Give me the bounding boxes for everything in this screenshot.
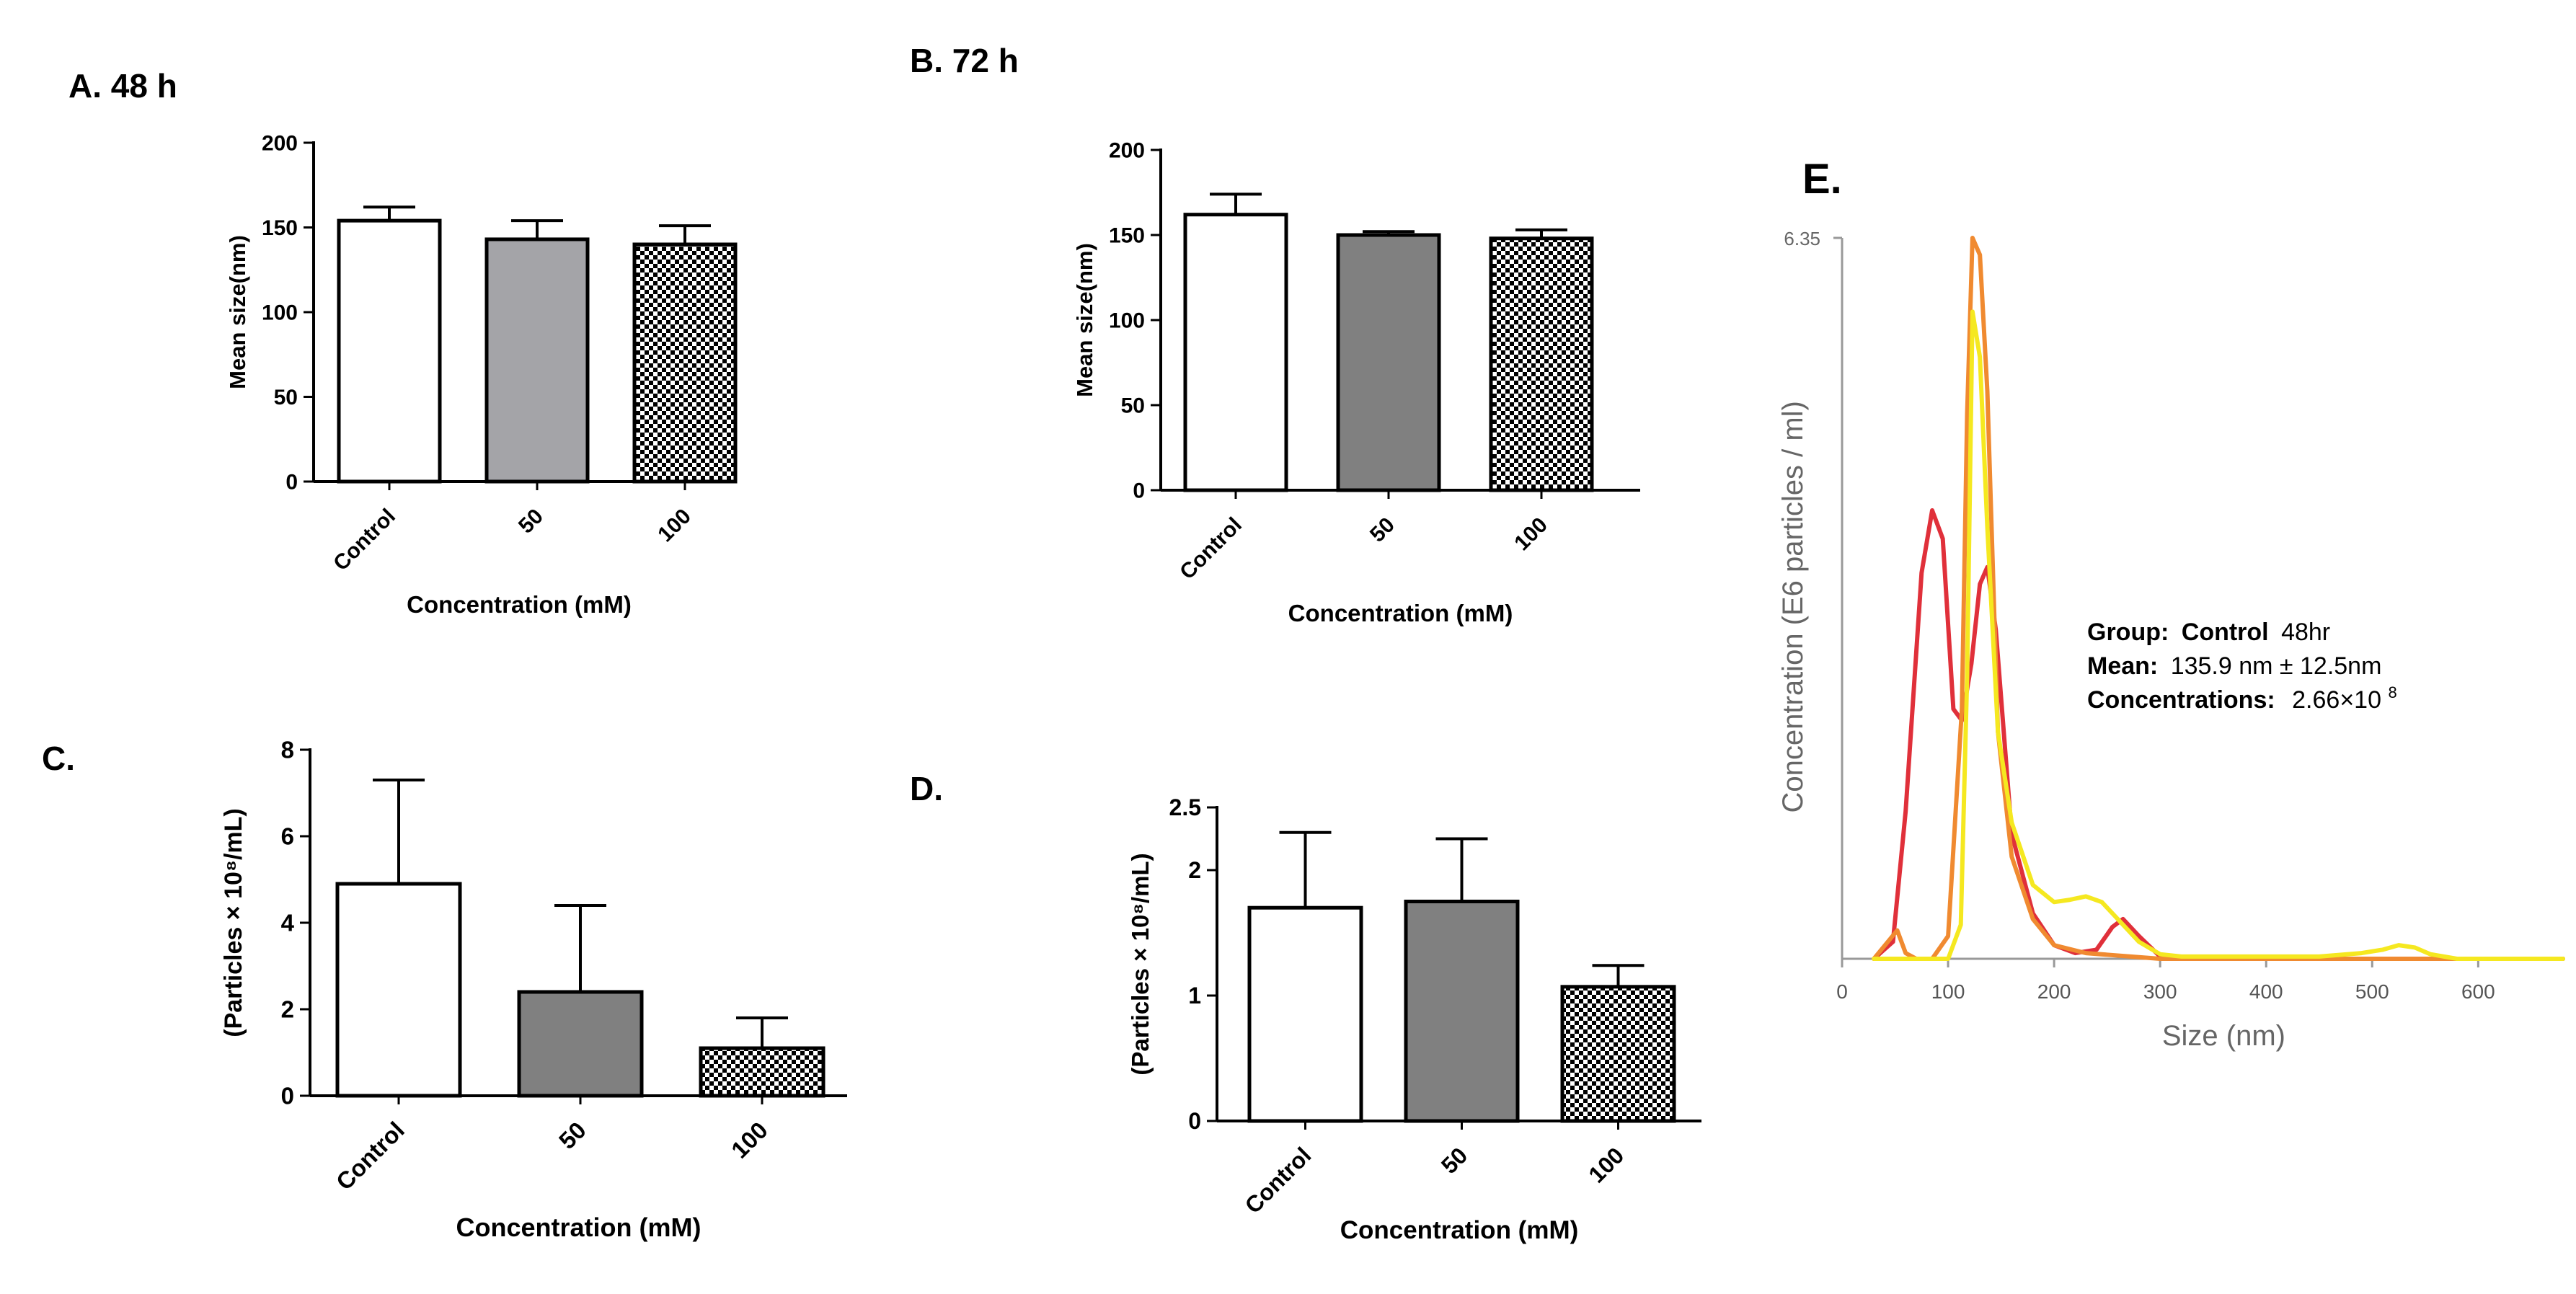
y-tick-label: 0 xyxy=(1188,1108,1201,1134)
x-tick-label: 50 xyxy=(514,505,548,539)
y-tick-label: 8 xyxy=(281,737,294,763)
y-tick-label: 0 xyxy=(286,471,298,495)
info-group-key: Group: xyxy=(2087,619,2169,646)
info-conc-key: Concentrations: xyxy=(2087,686,2275,714)
bar xyxy=(335,882,462,1098)
panel-label-e: E. xyxy=(1802,156,1842,203)
y-tick-label: 2 xyxy=(281,996,294,1023)
x-tick-label: 300 xyxy=(2143,980,2177,1003)
info-conc-value: 2.66×10 xyxy=(2292,686,2381,714)
y-tick-label: 150 xyxy=(1109,224,1145,248)
panel-label-c: C. xyxy=(42,740,75,777)
y-tick-label: 1 xyxy=(1188,983,1201,1009)
bar xyxy=(1247,905,1363,1123)
y-tick-label: 100 xyxy=(262,301,298,325)
x-tick-label: 600 xyxy=(2461,980,2495,1003)
bar xyxy=(1183,213,1288,492)
bar xyxy=(1560,985,1676,1123)
chart-c-particles-48h: 0 2 4 6 8 Control 50 100 Concentration (mM) (Part… xyxy=(220,737,847,1242)
y-tick-label: 2 xyxy=(1188,857,1201,883)
y-tick-label: 0 xyxy=(281,1083,294,1109)
info-mean-line: Mean: 135.9 nm ± 12.5nm xyxy=(2087,652,2381,680)
x-tick-label: 400 xyxy=(2249,980,2283,1003)
bar xyxy=(1404,900,1520,1123)
y-axis-title: (Particles × 10⁸/mL) xyxy=(220,808,247,1037)
y-tick-label-top: 6.35 xyxy=(1784,228,1820,249)
panel-label-a: A. 48 h xyxy=(68,67,177,105)
panel-label-d: D. xyxy=(910,770,943,807)
series-line-red xyxy=(1872,508,2565,961)
y-tick-label: 4 xyxy=(281,910,295,936)
info-box: Group: Control 48hr Mean: 135.9 nm ± 12.… xyxy=(2087,619,2397,714)
bar xyxy=(632,242,738,484)
y-tick-label: 6 xyxy=(281,823,294,850)
y-tick-label: 2.5 xyxy=(1169,794,1201,820)
y-tick-label: 150 xyxy=(262,216,298,240)
bar xyxy=(1336,233,1441,492)
info-mean-value: 135.9 nm ± 12.5nm xyxy=(2171,652,2382,680)
y-tick-label: 0 xyxy=(1133,479,1145,503)
x-tick-label: 100 xyxy=(1583,1142,1629,1187)
y-tick-label: 100 xyxy=(1109,309,1145,333)
x-axis-title: Concentration (mM) xyxy=(407,591,632,618)
bar xyxy=(484,237,590,484)
y-axis-title: Mean size(nm) xyxy=(1072,243,1097,397)
chart-b-mean-size-72h: 0 50 100 150 200 Control 50 100 Concentration (m… xyxy=(1072,139,1640,626)
x-axis-title: Size (nm) xyxy=(2162,1020,2285,1052)
x-tick-label: Control xyxy=(1240,1142,1316,1218)
y-tick-label: 200 xyxy=(262,132,298,156)
x-tick-label: 200 xyxy=(2037,980,2071,1003)
x-tick-label: Control xyxy=(329,505,400,576)
chart-e-size-distribution: 6.35 0 100 200 300 400 500 600 Size (nm) Concentr… xyxy=(1777,228,2565,1052)
bar xyxy=(337,218,442,484)
x-tick-label: 500 xyxy=(2355,980,2389,1003)
x-axis-title: Concentration (mM) xyxy=(1288,600,1513,626)
y-axis-title: Concentration (E6 particles / ml) xyxy=(1777,401,1809,812)
chart-d-particles-72h: 0 1 2 2.5 Control 50 100 Concentration (mM) (Par… xyxy=(1127,794,1701,1244)
x-tick-label: 100 xyxy=(1510,513,1552,556)
panel-label-b: B. 72 h xyxy=(910,42,1019,79)
x-tick-label: 50 xyxy=(554,1117,591,1154)
x-tick-label: 100 xyxy=(1931,980,1965,1003)
info-conc-exponent: 8 xyxy=(2388,683,2396,701)
y-tick-label: 200 xyxy=(1109,139,1145,163)
info-conc-line: Concentrations: 2.66×10 8 xyxy=(2087,683,2397,714)
x-axis-title: Concentration (mM) xyxy=(1340,1216,1579,1244)
x-tick-label: 0 xyxy=(1836,980,1848,1003)
y-tick-label: 50 xyxy=(1121,394,1145,418)
x-tick-label: 100 xyxy=(653,505,696,547)
x-tick-label: 100 xyxy=(726,1117,773,1164)
info-group-value: Control xyxy=(2182,619,2269,646)
x-tick-label: Control xyxy=(331,1117,410,1195)
y-axis-title: (Particles × 10⁸/mL) xyxy=(1127,853,1154,1075)
info-group-line: Group: Control 48hr xyxy=(2087,619,2330,646)
bar xyxy=(517,990,644,1098)
chart-a-mean-size-48h: 0 50 100 150 200 Control 50 100 Concentration (m… xyxy=(225,132,738,618)
x-tick-label: Control xyxy=(1175,513,1247,585)
y-axis-title: Mean size(nm) xyxy=(225,235,250,389)
x-axis-title: Concentration (mM) xyxy=(456,1213,701,1242)
info-group-suffix: 48hr xyxy=(2281,619,2330,646)
bar xyxy=(1489,236,1594,492)
x-tick-label: 50 xyxy=(1436,1142,1473,1179)
series-line-yellow xyxy=(1872,309,2565,961)
bar xyxy=(699,1046,826,1098)
y-tick-label: 50 xyxy=(274,386,298,409)
x-tick-label: 50 xyxy=(1366,513,1399,547)
info-mean-key: Mean: xyxy=(2087,652,2158,680)
